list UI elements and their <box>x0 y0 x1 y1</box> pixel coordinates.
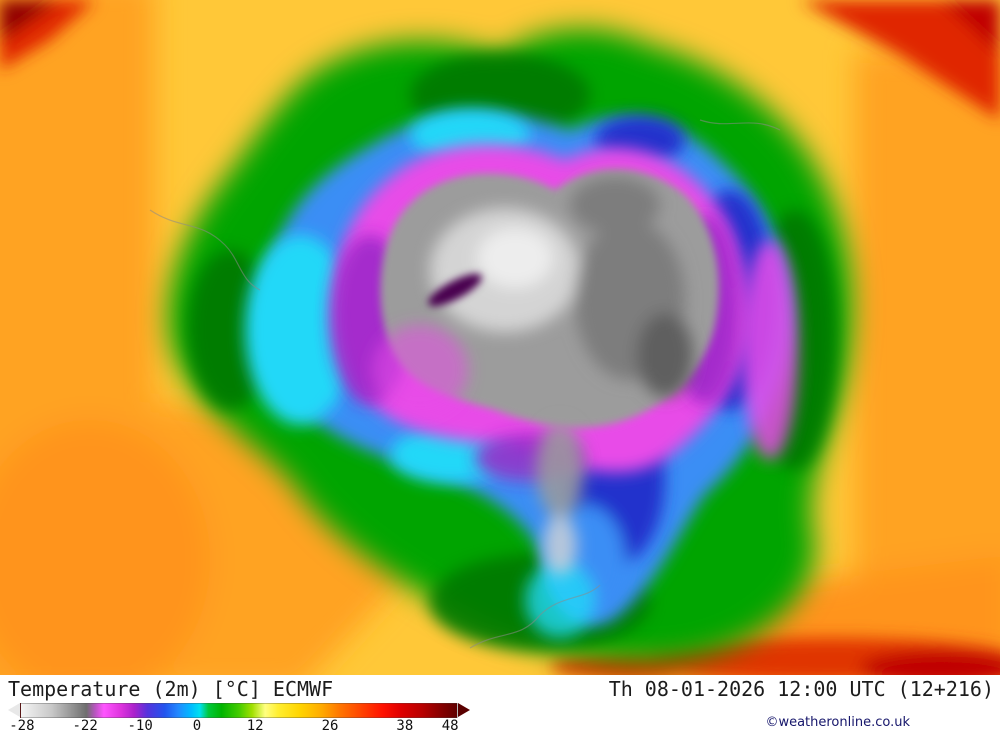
caption-row: Temperature (2m) [°C] ECMWF Th 08-01-202… <box>0 677 1000 701</box>
legend-arrow-left-icon <box>8 703 20 717</box>
arctic-gray-core <box>372 169 719 575</box>
legend-tick-label: -10 <box>127 718 153 733</box>
temperature-map-svg <box>0 0 1000 675</box>
legend-tick-label: 48 <box>441 718 459 733</box>
legend-tick-label: -28 <box>9 718 35 733</box>
legend-tick-label: -22 <box>72 718 98 733</box>
temperature-map <box>0 0 1000 675</box>
legend-colorbar <box>20 703 458 718</box>
map-title: Temperature (2m) [°C] ECMWF <box>8 677 334 701</box>
map-datetime: Th 08-01-2026 12:00 UTC (12+216) <box>608 677 994 701</box>
temperature-legend <box>8 703 470 718</box>
legend-tick-label: 0 <box>192 718 202 733</box>
legend-tick-label: 12 <box>246 718 264 733</box>
hot-red-zones <box>0 0 1000 675</box>
legend-tick-label: 26 <box>321 718 339 733</box>
copyright-link[interactable]: ©weatheronline.co.uk <box>765 715 910 730</box>
footer: Temperature (2m) [°C] ECMWF Th 08-01-202… <box>0 675 1000 733</box>
coastlines <box>149 119 781 649</box>
legend-arrow-right-icon <box>458 703 470 717</box>
legend-tick-label: 38 <box>396 718 414 733</box>
legend-ticks: -28 -22 -10 0 12 26 38 48 <box>8 719 470 733</box>
